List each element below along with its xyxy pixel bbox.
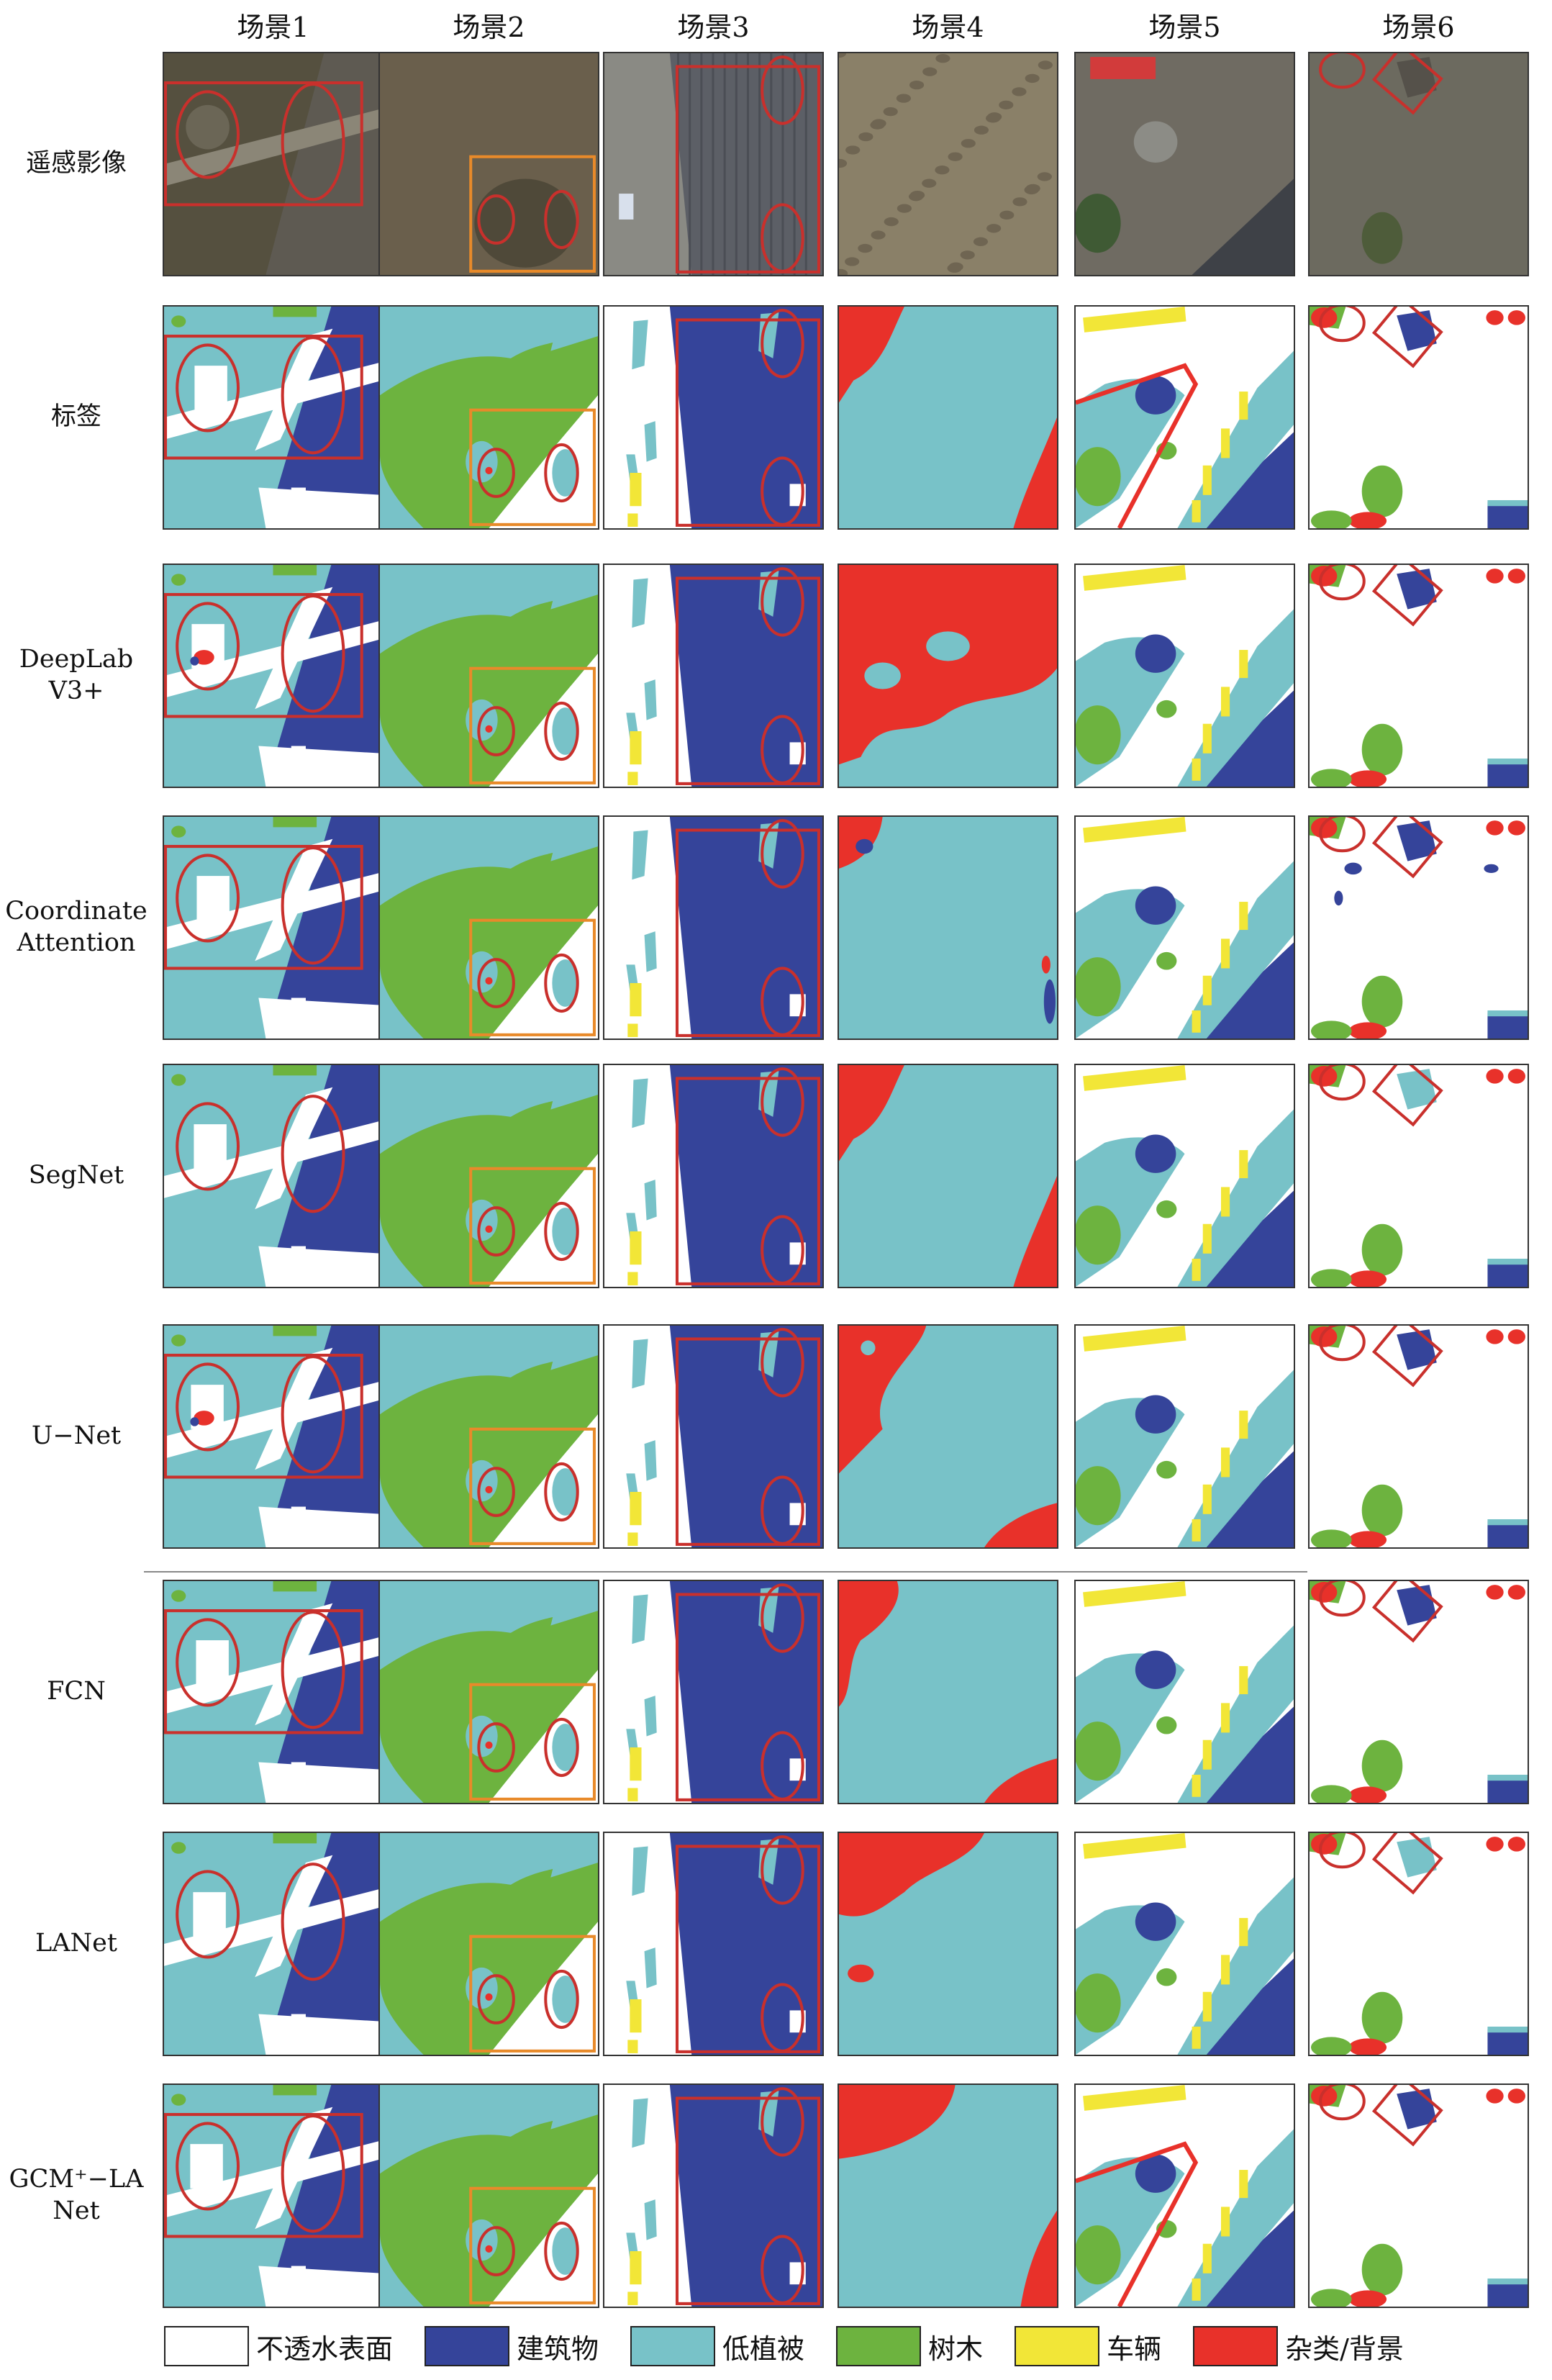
segmentation-map-r2-c4 [838, 305, 1058, 530]
segmentation-map-r4-c6 [1308, 815, 1529, 1040]
segmentation-map-r6-c2 [378, 1324, 599, 1549]
row-label-7: FCN [47, 1677, 106, 1706]
segmentation-map-r5-c1 [163, 1064, 384, 1288]
segmentation-map-r2-c5 [1074, 305, 1295, 530]
legend-item-5: 车辆 [1015, 2326, 1161, 2366]
aerial-image-r1-c3 [603, 52, 824, 276]
segmentation-map-r9-c4 [838, 2083, 1058, 2308]
segmentation-map-r8-c1 [163, 1832, 384, 2056]
row-label-6: U−Net [31, 1421, 122, 1451]
row-label-9: GCM⁺−LA Net [9, 2165, 144, 2225]
legend-swatch [1015, 2326, 1100, 2366]
scene-header-1: 场景1 [237, 11, 309, 43]
segmentation-map-r5-c4 [838, 1064, 1058, 1288]
aerial-image-r1-c4 [838, 52, 1058, 276]
row-label-8: LANet [35, 1929, 117, 1958]
segmentation-map-r6-c6 [1308, 1324, 1529, 1549]
scene-header-5: 场景5 [1148, 11, 1221, 43]
scene-header-3: 场景3 [677, 11, 750, 43]
row-label-3: DeepLab V3+ [19, 645, 134, 705]
segmentation-map-r7-c2 [378, 1580, 599, 1804]
group-separator [144, 1571, 1307, 1573]
segmentation-map-r7-c4 [838, 1580, 1058, 1804]
legend-item-6: 杂类/背景 [1193, 2326, 1404, 2366]
segmentation-map-r3-c5 [1074, 564, 1295, 788]
segmentation-map-r9-c3 [603, 2083, 824, 2308]
segmentation-map-r8-c2 [378, 1832, 599, 2056]
segmentation-map-r6-c1 [163, 1324, 384, 1549]
aerial-image-r1-c2 [378, 52, 599, 276]
segmentation-map-r5-c6 [1308, 1064, 1529, 1288]
row-label-2: 标签 [50, 402, 101, 432]
segmentation-map-r7-c6 [1308, 1580, 1529, 1804]
row-label-4: Coordinate Attention [5, 897, 148, 957]
legend-item-2: 建筑物 [425, 2326, 599, 2366]
row-label-5: SegNet [28, 1161, 124, 1190]
segmentation-map-r4-c5 [1074, 815, 1295, 1040]
segmentation-map-r7-c5 [1074, 1580, 1295, 1804]
segmentation-map-r2-c2 [378, 305, 599, 530]
segmentation-map-r8-c3 [603, 1832, 824, 2056]
scene-header-2: 场景2 [453, 11, 525, 43]
segmentation-map-r5-c3 [603, 1064, 824, 1288]
segmentation-map-r2-c1 [163, 305, 384, 530]
legend-label: 不透水表面 [256, 2333, 394, 2365]
segmentation-map-r5-c5 [1074, 1064, 1295, 1288]
segmentation-map-r3-c6 [1308, 564, 1529, 788]
scene-header-6: 场景6 [1382, 11, 1455, 43]
segmentation-map-r6-c3 [603, 1324, 824, 1549]
segmentation-map-r9-c2 [378, 2083, 599, 2308]
legend-swatch [630, 2326, 716, 2366]
legend-swatch [425, 2326, 510, 2366]
segmentation-map-r4-c3 [603, 815, 824, 1040]
legend-swatch [836, 2326, 922, 2366]
segmentation-map-r4-c2 [378, 815, 599, 1040]
segmentation-map-r9-c5 [1074, 2083, 1295, 2308]
segmentation-map-r3-c4 [838, 564, 1058, 788]
segmentation-map-r5-c2 [378, 1064, 599, 1288]
segmentation-map-r4-c1 [163, 815, 384, 1040]
segmentation-map-r2-c3 [603, 305, 824, 530]
legend-item-1: 不透水表面 [164, 2326, 393, 2366]
segmentation-map-r8-c6 [1308, 1832, 1529, 2056]
legend-swatch [1193, 2326, 1279, 2366]
legend-swatch [164, 2326, 249, 2366]
aerial-image-r1-c5 [1074, 52, 1295, 276]
segmentation-map-r7-c3 [603, 1580, 824, 1804]
legend-label: 树木 [928, 2333, 984, 2365]
legend-label: 建筑物 [517, 2333, 599, 2365]
legend-label: 杂类/背景 [1285, 2333, 1404, 2365]
segmentation-map-r8-c5 [1074, 1832, 1295, 2056]
segmentation-map-r7-c1 [163, 1580, 384, 1804]
segmentation-map-r3-c3 [603, 564, 824, 788]
scene-header-4: 场景4 [912, 11, 984, 43]
segmentation-map-r9-c6 [1308, 2083, 1529, 2308]
segmentation-map-r4-c4 [838, 815, 1058, 1040]
class-legend: 不透水表面 建筑物 低植被 树木 车辆 杂类/背景 [164, 2326, 1435, 2366]
segmentation-map-r3-c1 [163, 564, 384, 788]
legend-label: 车辆 [1107, 2333, 1162, 2365]
aerial-image-r1-c6 [1308, 52, 1529, 276]
segmentation-map-r3-c2 [378, 564, 599, 788]
segmentation-map-r8-c4 [838, 1832, 1058, 2056]
row-label-1: 遥感影像 [25, 149, 127, 178]
segmentation-map-r6-c5 [1074, 1324, 1295, 1549]
legend-label: 低植被 [722, 2333, 805, 2365]
legend-item-3: 低植被 [630, 2326, 804, 2366]
legend-item-4: 树木 [836, 2326, 983, 2366]
segmentation-map-r6-c4 [838, 1324, 1058, 1549]
segmentation-map-r2-c6 [1308, 305, 1529, 530]
aerial-image-r1-c1 [163, 52, 384, 276]
segmentation-map-r9-c1 [163, 2083, 384, 2308]
